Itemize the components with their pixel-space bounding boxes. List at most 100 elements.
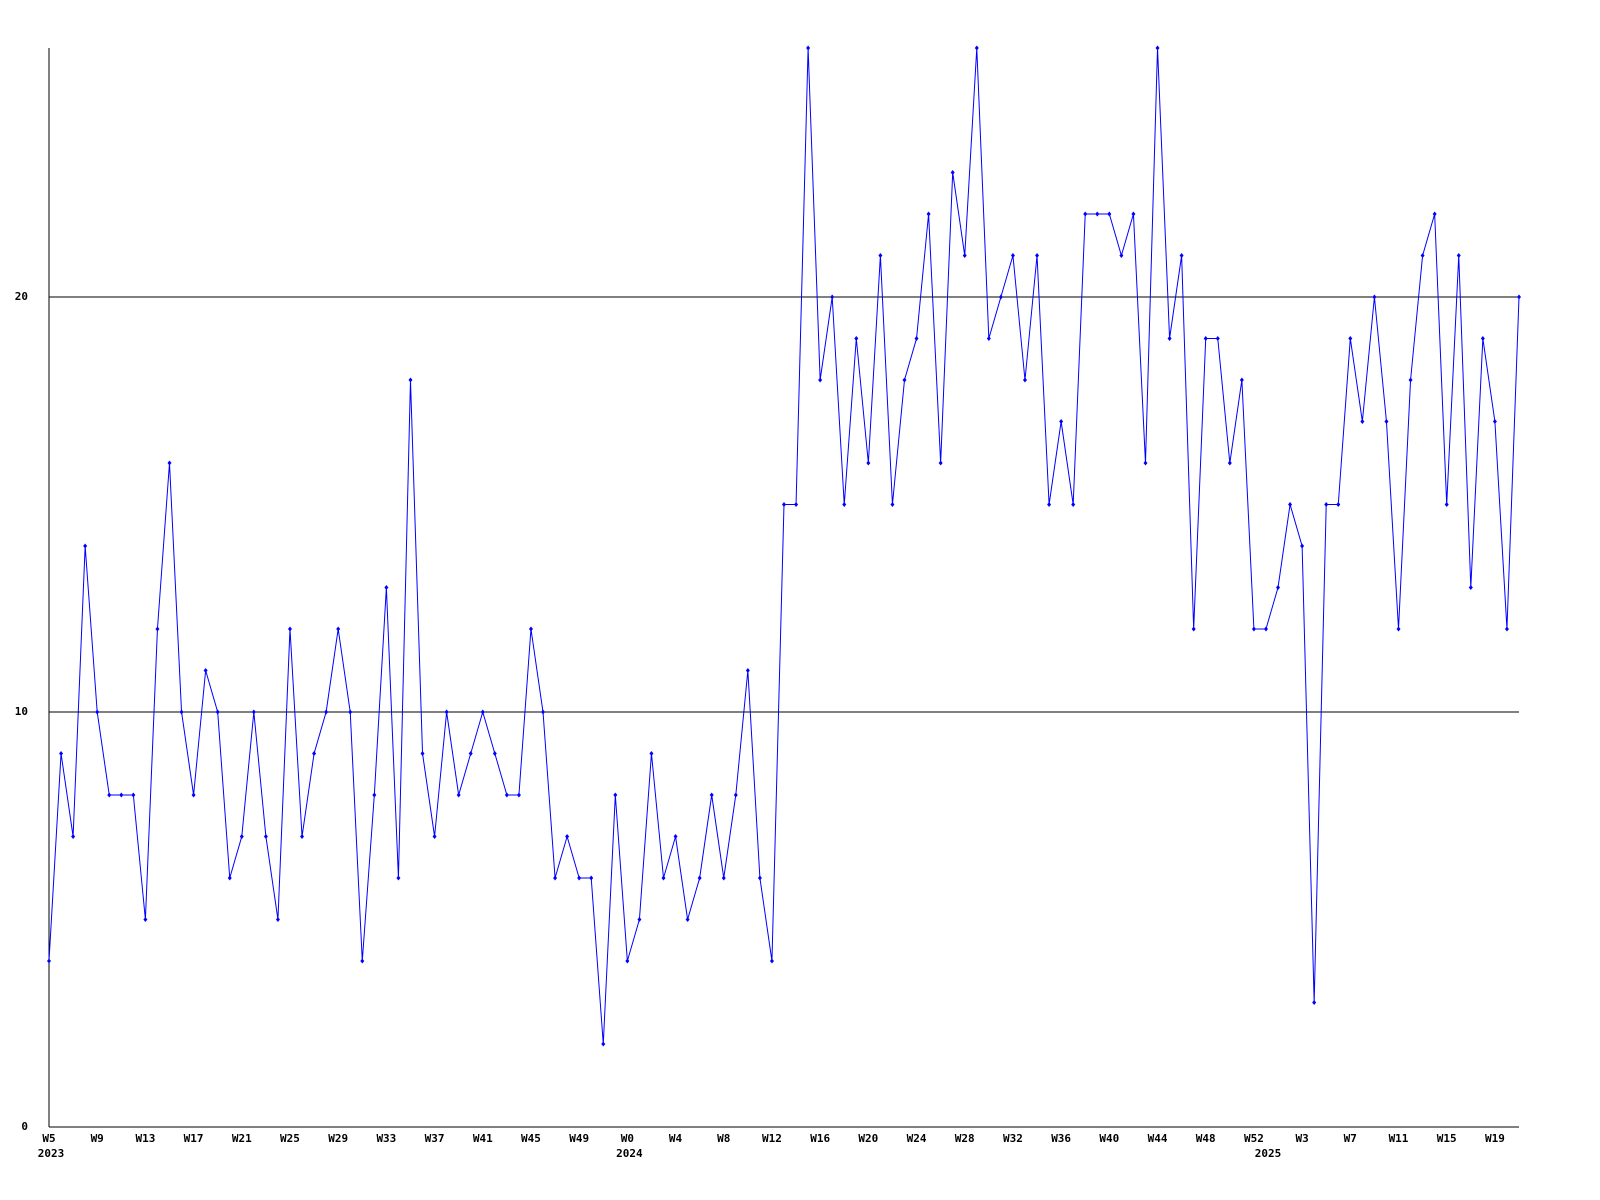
x-tick-label: W25: [280, 1132, 300, 1145]
data-point: [1227, 460, 1232, 466]
data-point: [336, 626, 341, 632]
data-point: [384, 585, 389, 590]
data-point: [239, 834, 244, 839]
data-point: [878, 253, 883, 258]
data-point: [1300, 543, 1305, 549]
data-point: [733, 792, 738, 798]
data-point: [1312, 1000, 1317, 1005]
data-point: [673, 834, 678, 839]
data-point: [1215, 336, 1220, 341]
data-point: [251, 709, 256, 715]
data-point: [1095, 211, 1100, 217]
data-point: [1360, 419, 1365, 424]
data-point: [348, 709, 353, 715]
data-point: [1022, 377, 1027, 383]
x-tick-label: W3: [1295, 1132, 1308, 1145]
data-point: [324, 709, 329, 715]
data-point: [1384, 419, 1389, 424]
data-point: [1239, 377, 1244, 383]
data-point: [1119, 253, 1124, 258]
data-point: [456, 792, 461, 798]
data-point: [1191, 626, 1196, 632]
data-point: [818, 377, 823, 383]
data-point: [1396, 626, 1401, 632]
data-point: [709, 792, 714, 798]
data-point: [745, 668, 750, 673]
x-tick-label: W29: [328, 1132, 348, 1145]
x-tick-label: W12: [762, 1132, 782, 1145]
data-point: [1468, 585, 1473, 590]
data-point: [1504, 626, 1509, 632]
data-point: [1336, 502, 1341, 507]
x-tick-label: W21: [232, 1132, 252, 1145]
data-point: [59, 751, 64, 756]
data-point: [372, 792, 377, 798]
data-point: [601, 1041, 606, 1047]
data-point: [143, 917, 148, 922]
data-point: [782, 502, 786, 507]
data-point: [1143, 460, 1148, 466]
data-point: [950, 170, 955, 175]
data-point: [938, 460, 943, 466]
data-point: [263, 834, 268, 839]
data-point: [287, 626, 292, 632]
data-point: [131, 792, 136, 798]
data-point: [191, 792, 196, 798]
data-point: [432, 834, 437, 839]
year-label: 2024: [616, 1147, 643, 1160]
data-point: [1408, 377, 1413, 383]
data-point: [179, 709, 184, 715]
data-point: [119, 792, 124, 798]
x-tick-label: W15: [1437, 1132, 1457, 1145]
x-tick-label: W49: [569, 1132, 589, 1145]
data-point: [528, 626, 533, 632]
x-tick-label: W4: [669, 1132, 683, 1145]
data-point: [420, 751, 425, 756]
data-point: [769, 958, 774, 964]
data-point: [1480, 336, 1485, 341]
data-point: [998, 294, 1003, 300]
data-point: [806, 45, 811, 51]
data-point: [1456, 253, 1461, 258]
data-point: [589, 875, 594, 881]
year-label: 2025: [1255, 1147, 1282, 1160]
data-point: [794, 502, 799, 507]
data-point: [830, 294, 835, 300]
data-point: [1083, 211, 1088, 217]
y-tick-label: 20: [15, 290, 28, 303]
x-tick-label: W13: [135, 1132, 155, 1145]
data-point: [914, 336, 919, 341]
data-point: [47, 958, 51, 964]
data-point: [721, 875, 726, 881]
data-point: [312, 751, 317, 756]
data-point: [553, 875, 558, 881]
year-label: 2023: [38, 1147, 65, 1160]
y-tick-label: 10: [15, 705, 28, 718]
data-point: [625, 958, 630, 964]
data-point: [1276, 585, 1281, 590]
data-point: [974, 45, 979, 51]
data-point: [1420, 253, 1425, 258]
data-point: [1167, 336, 1172, 341]
data-point: [1444, 502, 1449, 507]
data-point: [866, 460, 871, 466]
data-point: [275, 917, 280, 922]
data-point: [613, 792, 618, 798]
x-tick-label: W36: [1051, 1132, 1071, 1145]
data-point: [1372, 294, 1377, 300]
data-point: [1107, 211, 1112, 217]
data-point: [697, 875, 702, 881]
data-point: [492, 751, 497, 756]
data-point: [565, 834, 570, 839]
data-point: [444, 709, 449, 715]
x-tick-label: W9: [91, 1132, 104, 1145]
data-point: [757, 875, 762, 881]
x-tick-label: W48: [1196, 1132, 1216, 1145]
data-point: [516, 792, 521, 798]
data-line: [48, 47, 1520, 1045]
x-tick-label: W20: [858, 1132, 878, 1145]
data-point: [1251, 626, 1256, 632]
data-point: [1035, 253, 1040, 258]
